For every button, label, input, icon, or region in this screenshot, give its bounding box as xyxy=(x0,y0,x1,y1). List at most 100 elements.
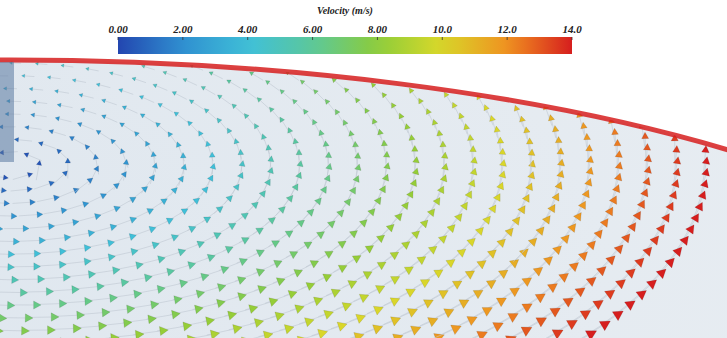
velocity-arrow xyxy=(325,152,331,158)
velocity-arrow xyxy=(605,290,616,300)
streak-line xyxy=(481,244,499,261)
streak-line xyxy=(420,313,446,326)
velocity-arrow xyxy=(227,128,232,134)
velocity-arrow xyxy=(650,236,659,246)
velocity-arrow xyxy=(410,179,417,186)
velocity-arrow xyxy=(114,206,121,212)
velocity-arrow xyxy=(139,96,143,100)
velocity-arrow xyxy=(337,322,347,331)
velocity-arrow xyxy=(199,131,204,137)
velocity-arrow xyxy=(123,319,132,328)
velocity-arrow xyxy=(193,198,200,204)
velocity-arrow xyxy=(497,182,504,190)
velocity-arrow xyxy=(37,212,43,218)
streak-line xyxy=(458,265,479,281)
velocity-arrow xyxy=(206,317,215,326)
velocity-arrow xyxy=(621,234,630,243)
velocity-arrow xyxy=(343,120,348,126)
velocity-arrow xyxy=(581,122,588,129)
velocity-arrow xyxy=(20,289,27,297)
velocity-arrow xyxy=(149,175,155,181)
velocity-arrow xyxy=(355,164,361,171)
velocity-arrow xyxy=(555,137,562,143)
streak-line xyxy=(451,336,479,338)
velocity-arrow xyxy=(548,204,555,213)
velocity-arrow xyxy=(99,322,107,331)
velocity-arrow xyxy=(214,233,222,240)
streak-line xyxy=(542,325,569,338)
streak-line xyxy=(52,174,64,185)
velocity-arrow xyxy=(69,137,74,141)
velocity-arrow xyxy=(60,248,67,255)
streak-line xyxy=(135,79,146,83)
velocity-arrow xyxy=(374,197,381,205)
streak-line xyxy=(479,275,501,291)
velocity-arrow xyxy=(187,335,196,338)
velocity-arrow xyxy=(86,67,89,70)
velocity-arrow xyxy=(102,115,107,119)
velocity-arrow xyxy=(413,157,420,164)
velocity-arrow xyxy=(673,247,682,257)
velocity-arrow xyxy=(314,297,323,306)
velocity-arrow xyxy=(152,163,158,169)
velocity-arrow xyxy=(536,318,547,327)
color-tick-label: 12.0 xyxy=(498,23,518,35)
streak-line xyxy=(470,255,490,272)
velocity-arrow xyxy=(249,72,253,76)
velocity-arrow xyxy=(153,84,157,88)
velocity-arrow xyxy=(195,305,204,314)
velocity-arrow xyxy=(440,141,446,147)
streak-line xyxy=(530,155,532,175)
velocity-arrow xyxy=(467,134,473,140)
streak-line xyxy=(13,202,31,203)
streak-line xyxy=(92,227,111,232)
velocity-arrow xyxy=(81,108,85,112)
velocity-arrow xyxy=(206,141,211,147)
velocity-arrow xyxy=(464,124,470,130)
velocity-arrow xyxy=(189,226,197,233)
streak-line xyxy=(260,101,270,110)
velocity-arrow xyxy=(47,76,50,80)
velocity-arrow xyxy=(342,303,352,312)
velocity-arrow xyxy=(686,225,695,234)
velocity-arrow xyxy=(86,336,95,338)
disc-rim xyxy=(0,60,727,338)
velocity-arrow xyxy=(349,130,355,136)
velocity-arrow xyxy=(671,179,679,187)
velocity-arrow xyxy=(73,219,80,226)
color-tick xyxy=(118,37,119,40)
streak-line xyxy=(53,132,66,136)
velocity-arrow xyxy=(587,241,596,250)
velocity-arrow xyxy=(409,134,415,140)
velocity-arrow xyxy=(417,257,426,265)
velocity-arrow xyxy=(673,157,681,165)
velocity-arrow xyxy=(202,187,208,194)
velocity-arrow xyxy=(151,301,159,310)
velocity-arrow xyxy=(324,310,334,319)
velocity-arrow xyxy=(614,173,622,181)
streak-line xyxy=(59,119,71,122)
velocity-arrow xyxy=(702,157,710,165)
velocity-arrow xyxy=(157,285,165,293)
streak-line xyxy=(514,273,536,290)
velocity-arrow xyxy=(615,280,625,290)
velocity-arrow xyxy=(401,202,408,210)
velocity-arrow xyxy=(88,230,95,237)
velocity-arrow xyxy=(100,194,106,200)
velocity-arrow xyxy=(304,109,309,114)
velocity-arrow xyxy=(55,117,59,121)
velocity-arrow xyxy=(447,225,455,233)
velocity-arrow xyxy=(401,242,410,250)
velocity-arrow xyxy=(420,220,428,228)
velocity-arrow xyxy=(596,267,606,276)
streak-line xyxy=(36,102,47,103)
velocity-arrow xyxy=(582,190,589,198)
streak-line xyxy=(89,69,99,71)
velocity-arrow xyxy=(698,191,706,200)
streak-line xyxy=(11,189,28,191)
velocity-arrow xyxy=(120,149,125,155)
streak-line xyxy=(560,336,588,338)
velocity-arrow xyxy=(512,217,520,226)
velocity-arrow xyxy=(181,164,187,170)
streak-line xyxy=(253,74,263,80)
